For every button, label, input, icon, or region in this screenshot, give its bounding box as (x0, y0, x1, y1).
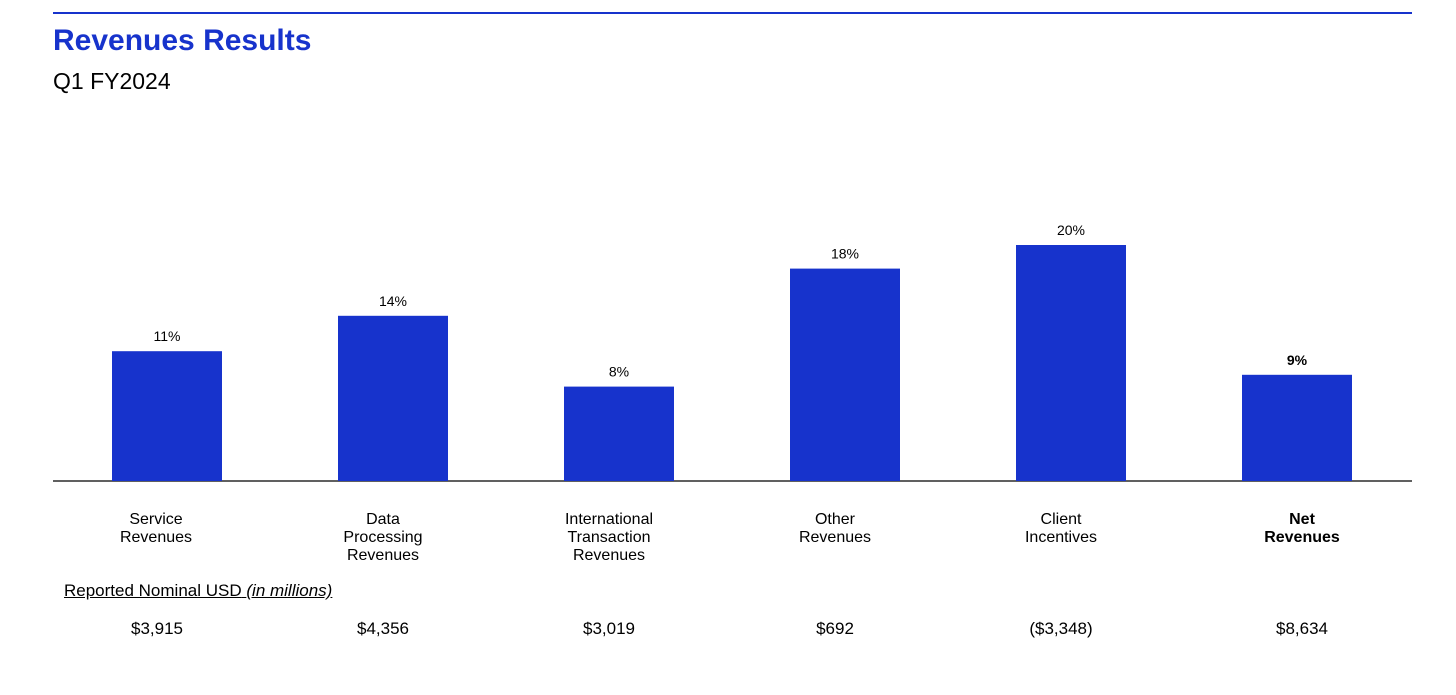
nominal-usd-label: Reported Nominal USD (in millions) (64, 581, 332, 601)
nominal-usd-value: $3,915 (131, 619, 183, 638)
nominal-usd-value: $8,634 (1276, 619, 1328, 638)
header-rule (53, 12, 1412, 14)
bar (338, 315, 448, 481)
bar (1242, 374, 1352, 481)
bar-data-label: 20% (1057, 222, 1085, 238)
category-label: Service Revenues (119, 511, 193, 546)
nominal-usd-label-unit: (in millions) (246, 581, 333, 600)
page-subtitle: Q1 FY2024 (53, 68, 171, 94)
nominal-usd-value: $3,019 (583, 619, 635, 638)
bar-data-label: 9% (1287, 352, 1308, 368)
nominal-usd-value: $4,356 (357, 619, 409, 638)
bar-data-label: 18% (831, 246, 859, 262)
bar (790, 268, 900, 481)
bar-data-label: 11% (154, 328, 181, 344)
category-label: International Transaction Revenues (564, 511, 654, 564)
nominal-usd-label-main: Reported Nominal USD (64, 581, 242, 600)
page-title: Revenues Results (53, 24, 312, 57)
nominal-usd-value: $692 (816, 619, 854, 638)
category-label: Net Revenues (1264, 511, 1340, 546)
bar (112, 351, 222, 481)
bar-data-label: 8% (609, 364, 629, 380)
bar (1016, 245, 1126, 481)
category-label: Data Processing Revenues (343, 511, 423, 564)
category-label: Client Incentives (1024, 511, 1098, 546)
bar (564, 386, 674, 481)
category-label: Other Revenues (798, 511, 872, 546)
bar-data-label: 14% (379, 293, 407, 309)
nominal-usd-value: ($3,348) (1029, 619, 1093, 638)
